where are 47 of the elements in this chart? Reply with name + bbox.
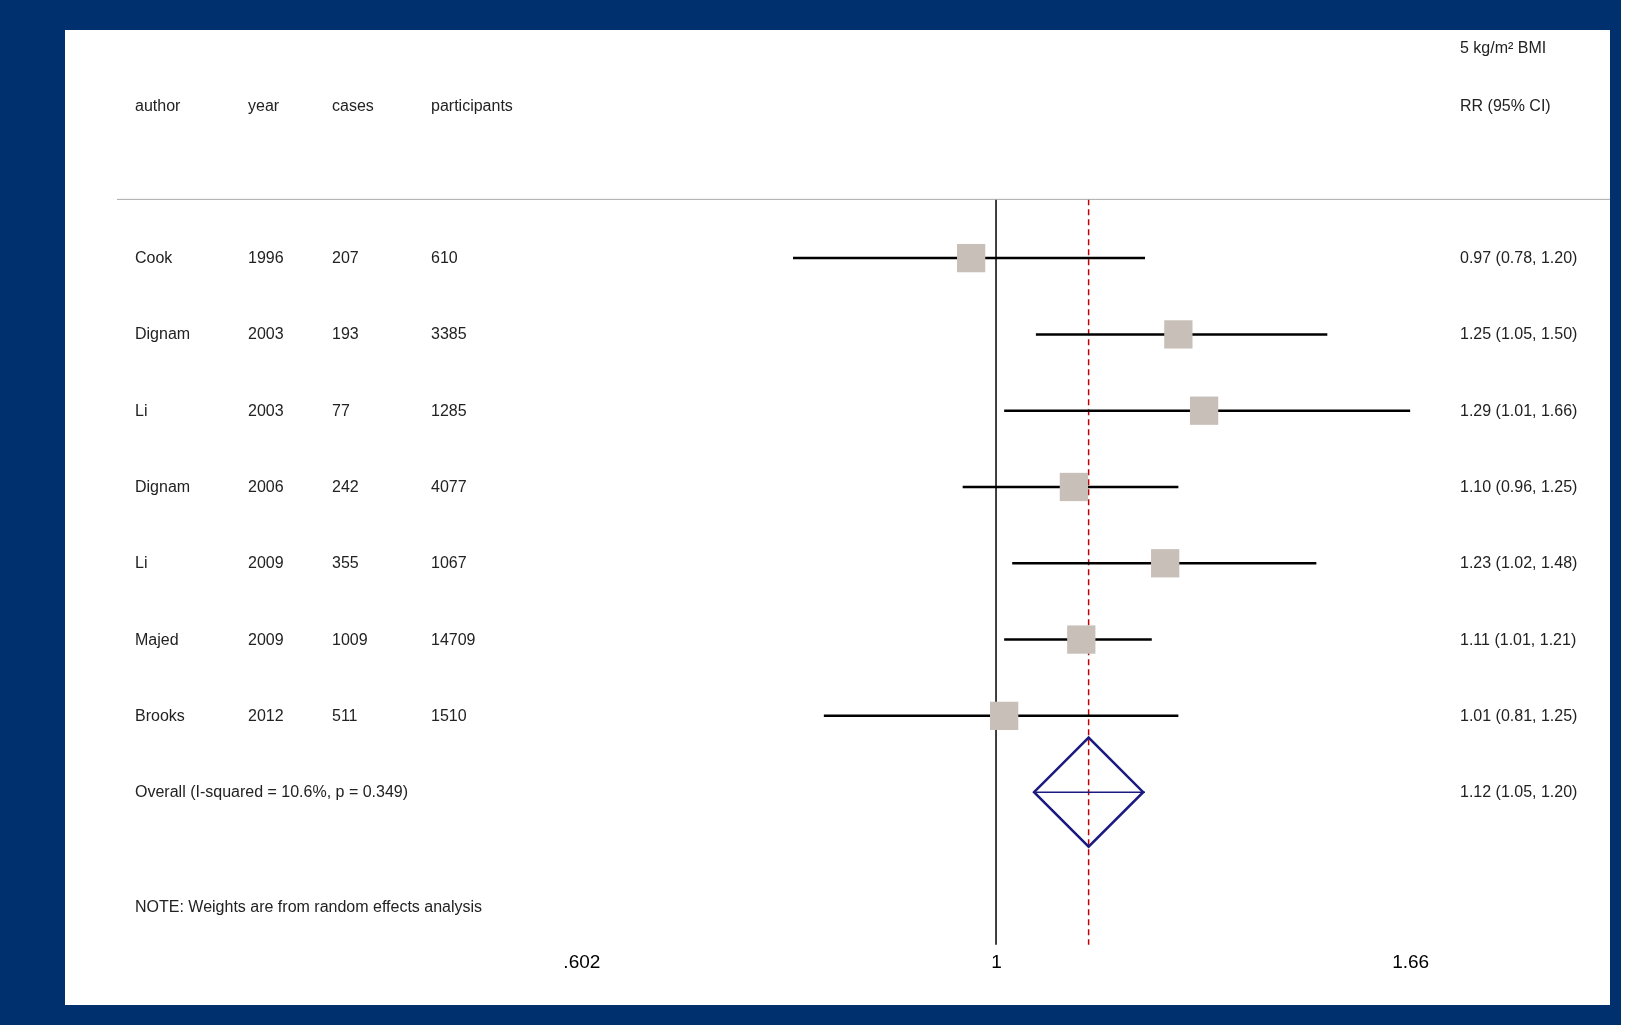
text: NOTE: Weights are from random effects analysis — [135, 897, 483, 915]
annotation: 2006 — [248, 477, 284, 495]
annotation: 1996 — [248, 249, 284, 267]
x-tick-label: 1 — [991, 950, 1002, 972]
annotation: 1285 — [431, 401, 467, 419]
annotation: 14709 — [431, 630, 476, 648]
annotation: 2003 — [248, 401, 284, 419]
annotation: 1510 — [431, 706, 467, 724]
y-tick-label: Brooks — [135, 706, 185, 724]
annotation: 1.12 (1.05, 1.20) — [1460, 783, 1578, 801]
y-tick-label: Li — [135, 401, 148, 419]
annotation: 511 — [332, 706, 358, 724]
annotation: 1.11 (1.01, 1.21) — [1460, 630, 1577, 648]
y-tick-label: Dignam — [135, 325, 191, 343]
annotation: 1067 — [431, 554, 467, 572]
text: participants — [431, 96, 513, 114]
text: author — [135, 96, 182, 114]
text: cases — [332, 96, 374, 114]
annotation: 3385 — [431, 325, 467, 343]
y-tick-label: Dignam — [135, 477, 191, 495]
annotation: 2009 — [248, 554, 284, 572]
annotation: 2012 — [248, 706, 284, 724]
text: year — [248, 96, 280, 114]
annotation: 193 — [332, 325, 359, 343]
annotation: 1.23 (1.02, 1.48) — [1460, 554, 1578, 572]
annotation: 2009 — [248, 630, 284, 648]
text: 5 kg/m² BMI — [1460, 39, 1547, 57]
x-tick-label: 1.66 — [1392, 950, 1430, 972]
annotation: 1009 — [332, 630, 368, 648]
annotation: 4077 — [431, 477, 467, 495]
annotation: 1.10 (0.96, 1.25) — [1460, 477, 1578, 495]
x-tick-label: .602 — [563, 950, 601, 972]
annotation: 2003 — [248, 325, 284, 343]
annotation: 355 — [332, 554, 359, 572]
y-tick-label: Li — [135, 554, 148, 572]
y-tick-label: Overall (I-squared = 10.6%, p = 0.349) — [135, 783, 409, 801]
annotation: 242 — [332, 477, 359, 495]
y-tick-label: Majed — [135, 630, 179, 648]
annotation: 1.01 (0.81, 1.25) — [1460, 706, 1578, 724]
annotation: 1.29 (1.01, 1.66) — [1460, 401, 1578, 419]
annotation: 610 — [431, 249, 458, 267]
annotation: 77 — [332, 401, 350, 419]
text: RR (95% CI) — [1460, 96, 1551, 114]
annotation: 1.25 (1.05, 1.50) — [1460, 325, 1578, 343]
annotation: 0.97 (0.78, 1.20) — [1460, 249, 1578, 267]
y-tick-label: Cook — [135, 249, 174, 267]
annotation: 207 — [332, 249, 359, 267]
